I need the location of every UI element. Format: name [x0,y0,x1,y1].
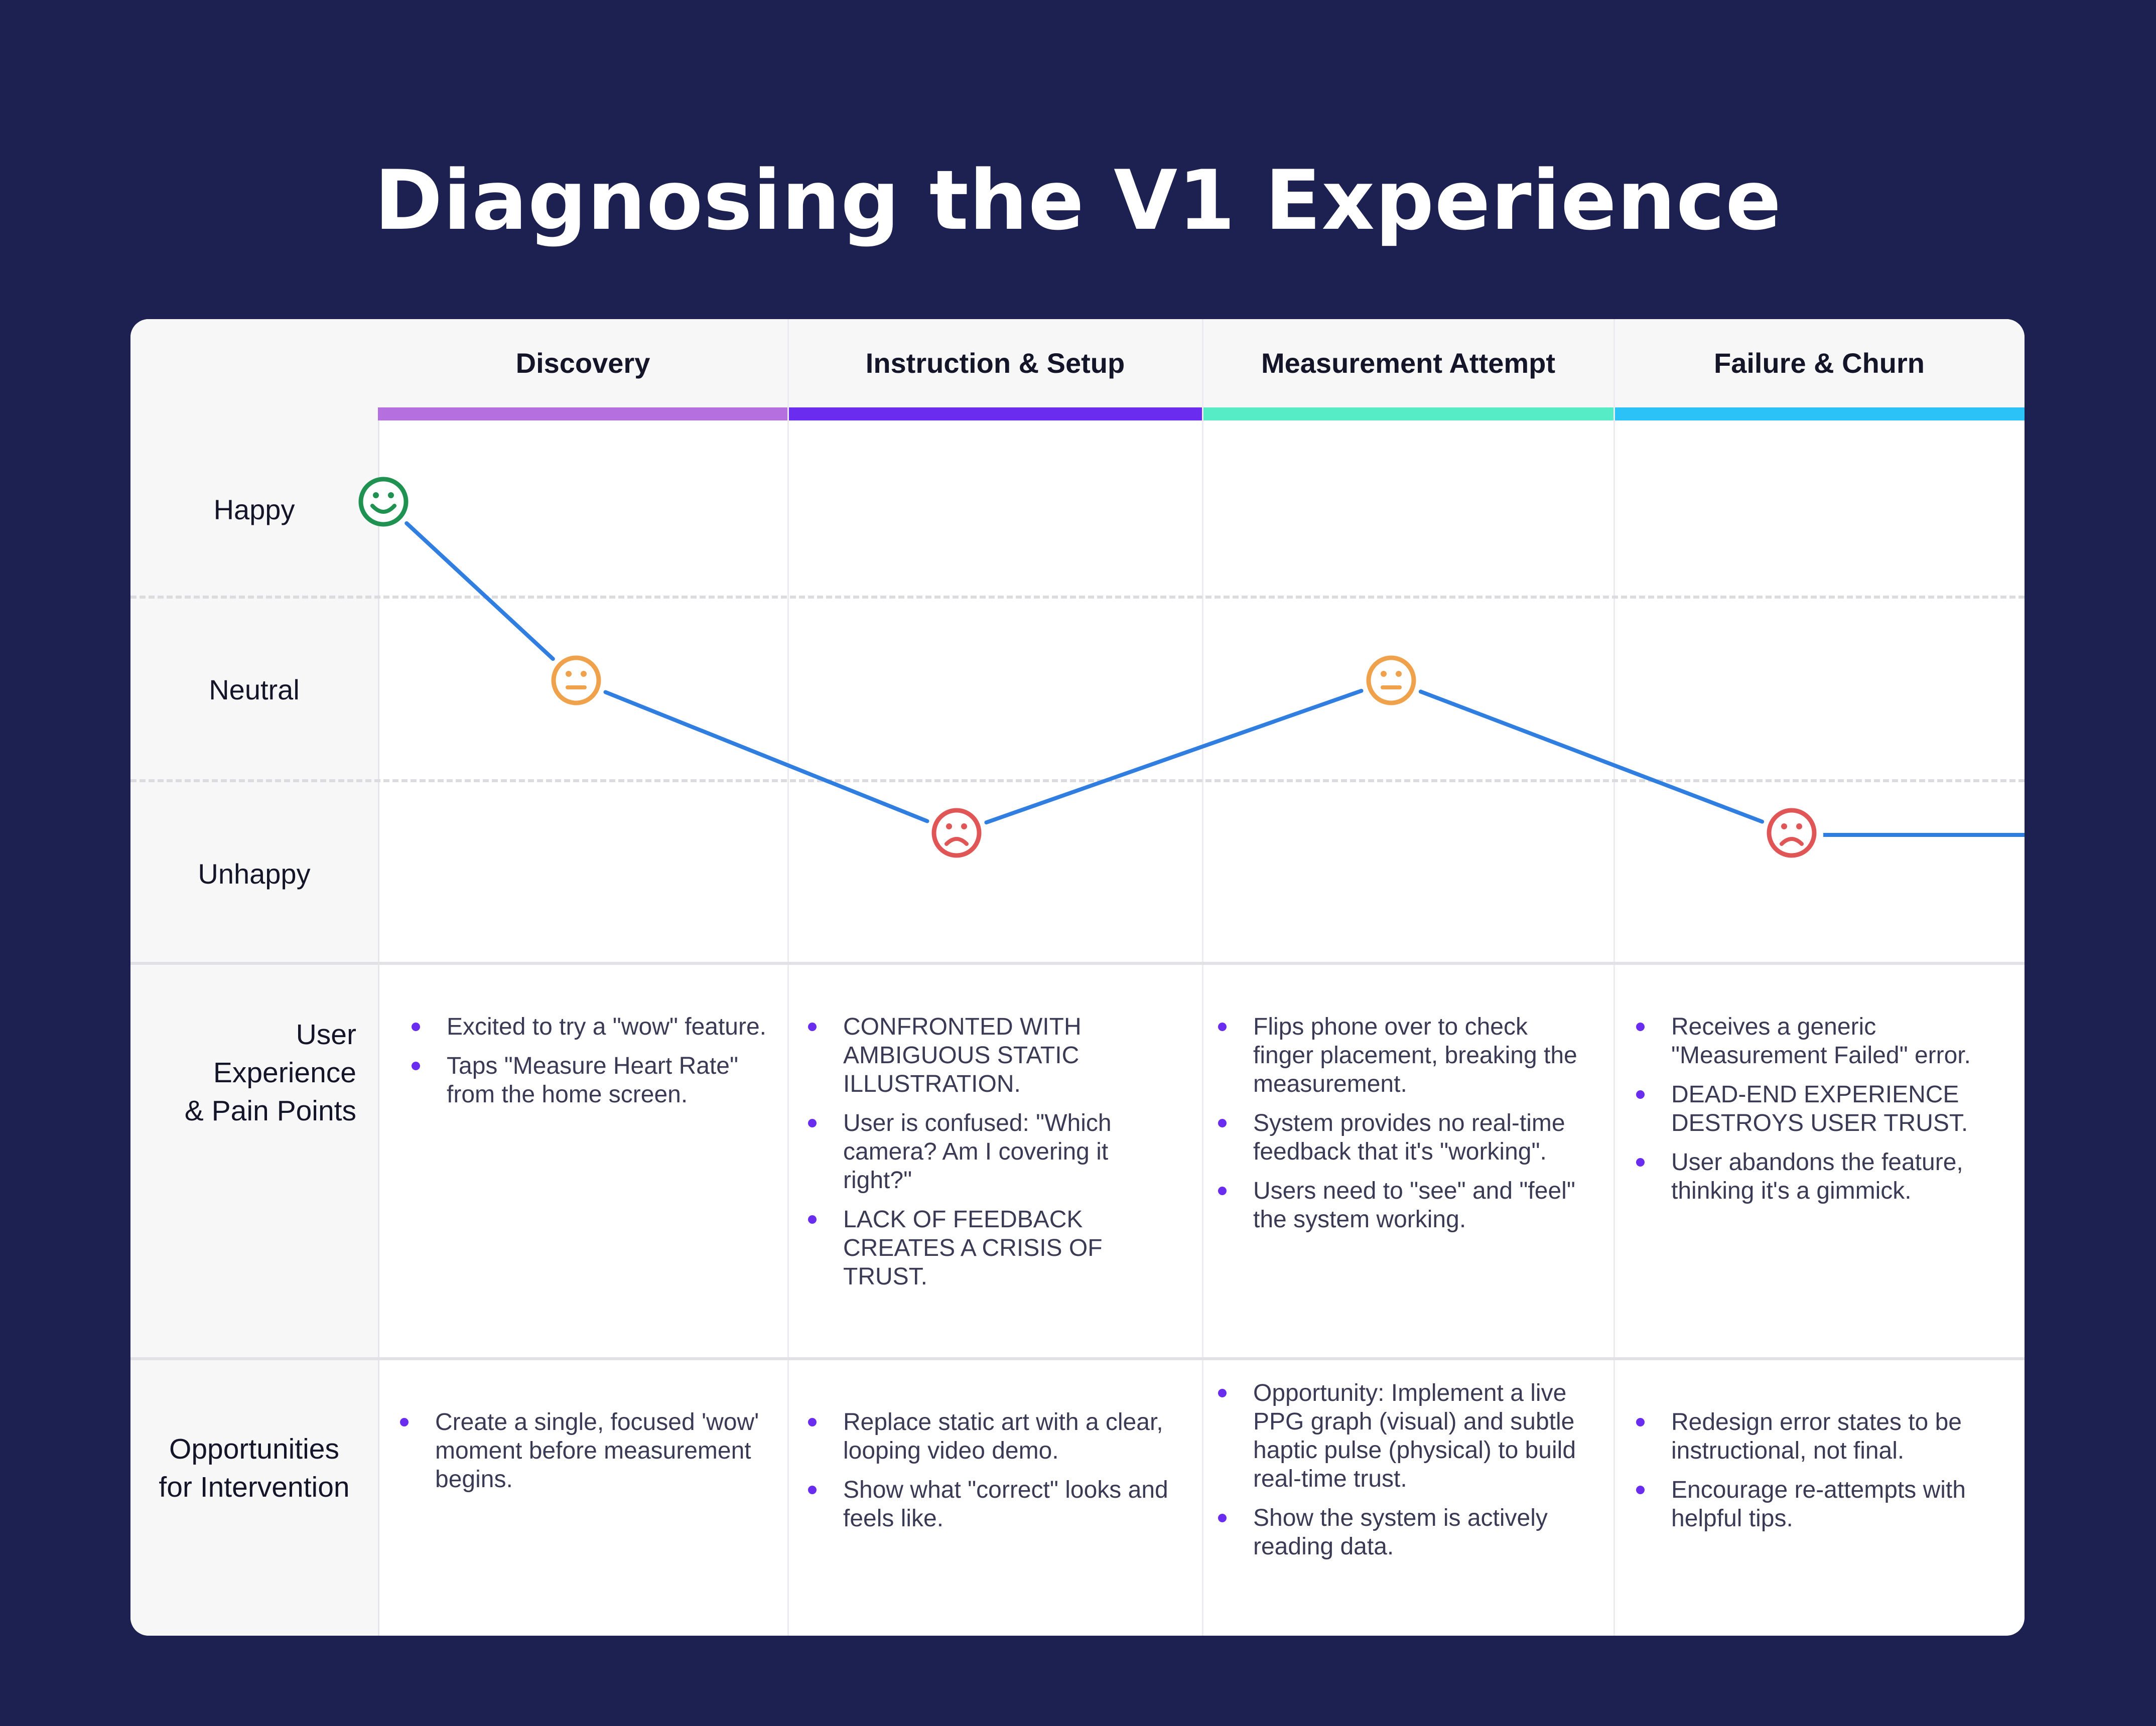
stage-bar-discovery [378,407,788,420]
list-item: Excited to try a "wow" feature. [412,1013,773,1041]
journey-line-segment [405,521,555,661]
row-label-line: Experience [213,1057,356,1089]
stage-title-discovery: Discovery [515,347,650,379]
stage-bar-failure-churn [1614,407,2025,420]
label-column [130,319,379,1636]
stage-bar-measurement-attempt [1202,407,1614,420]
opportunity-cell-discovery: Create a single, focused 'wow' moment be… [400,1408,771,1504]
row-label-opportunities: Opportunities for Intervention [130,1430,378,1506]
column-divider [1202,319,1203,1636]
stage-title-measurement-attempt: Measurement Attempt [1261,347,1556,379]
stage-title-failure-churn: Failure & Churn [1713,347,1925,379]
experience-cell-discovery: Excited to try a "wow" feature. Taps "Me… [412,1013,773,1119]
list-item: Create a single, focused 'wow' moment be… [400,1408,771,1494]
emotion-divider [130,596,2025,599]
row-divider [130,1357,2025,1360]
list-item: Flips phone over to check finger placeme… [1218,1013,1589,1098]
journey-line-segment [603,690,929,823]
list-item: Show the system is actively reading data… [1218,1504,1594,1561]
list-item: System provides no real-time feedback th… [1218,1109,1589,1166]
list-item: CONFRONTED WITH AMBIGUOUS STATIC ILLUSTR… [808,1013,1169,1098]
neutral-face-icon [1366,655,1416,705]
list-item: LACK OF FEEDBACK CREATES A CRISIS OF TRU… [808,1205,1169,1291]
stage-header [378,319,2025,407]
page-title: Diagnosing the V1 Experience [374,153,1782,248]
stage-bar-instruction-setup [788,407,1202,420]
journey-map-card: Discovery Instruction & Setup Measuremen… [130,319,2025,1636]
column-divider [787,319,789,1636]
list-item: Opportunity: Implement a live PPG graph … [1218,1379,1594,1493]
stage-title-instruction-setup: Instruction & Setup [865,347,1125,379]
emotion-label-neutral: Neutral [209,674,300,705]
column-divider [1613,319,1615,1636]
sad-face-icon [1767,808,1817,858]
journey-line-segment [984,688,1364,825]
list-item: Users need to "see" and "feel" the syste… [1218,1177,1589,1234]
emotion-divider [130,779,2025,782]
emotion-label-unhappy: Unhappy [198,858,311,890]
row-label-line: for Intervention [159,1471,350,1503]
emotion-journey-chart [358,477,2025,858]
list-item: Replace static art with a clear, looping… [808,1408,1179,1465]
row-label-line: & Pain Points [184,1095,356,1127]
opportunity-cell-failure-churn: Redesign error states to be instructiona… [1636,1408,2007,1543]
journey-line-segment [1418,689,1765,824]
happy-face-icon [358,477,409,527]
list-item: Encourage re-attempts with helpful tips. [1636,1476,2007,1533]
opportunity-cell-measurement-attempt: Opportunity: Implement a live PPG graph … [1218,1379,1594,1571]
list-item: Taps "Measure Heart Rate" from the home … [412,1052,773,1109]
neutral-face-icon [551,655,601,705]
row-label-line: Opportunities [169,1433,340,1465]
list-item: User is confused: "Which camera? Am I co… [808,1109,1169,1195]
experience-cell-measurement-attempt: Flips phone over to check finger placeme… [1218,1013,1589,1244]
experience-cell-failure-churn: Receives a generic "Measurement Failed" … [1636,1013,2007,1216]
sad-face-icon [931,808,982,858]
list-item: Receives a generic "Measurement Failed" … [1636,1013,2007,1070]
opportunity-cell-instruction-setup: Replace static art with a clear, looping… [808,1408,1179,1543]
list-item: Redesign error states to be instructiona… [1636,1408,2007,1465]
emotion-label-happy: Happy [213,494,295,525]
row-label-experience: User Experience & Pain Points [146,1016,356,1130]
experience-cell-instruction-setup: CONFRONTED WITH AMBIGUOUS STATIC ILLUSTR… [808,1013,1169,1302]
list-item: User abandons the feature, thinking it's… [1636,1148,2007,1205]
row-divider [130,962,2025,965]
list-item: DEAD-END EXPERIENCE DESTROYS USER TRUST. [1636,1080,2007,1137]
list-item: Show what "correct" looks and feels like… [808,1476,1179,1533]
row-label-line: User [296,1019,356,1051]
